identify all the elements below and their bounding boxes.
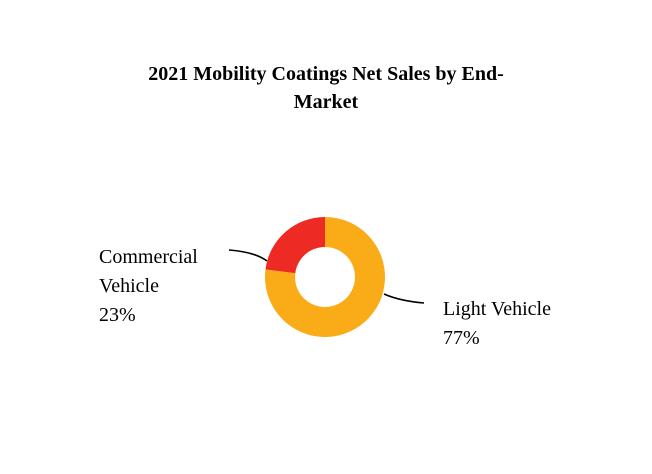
commercial-vehicle-label: Commercial Vehicle 23%	[99, 243, 198, 330]
commercial-vehicle-leader-line	[228, 249, 268, 262]
light-vehicle-value: 77%	[443, 327, 480, 349]
chart-title-line-1: 2021 Mobility Coatings Net Sales by End-	[148, 63, 504, 85]
chart-title-line-2: Market	[293, 91, 359, 113]
donut-slice-light-vehicle	[265, 217, 385, 337]
light-vehicle-leader-line	[383, 293, 425, 304]
light-vehicle-name: Light Vehicle	[443, 298, 551, 320]
commercial-vehicle-name-line-2: Vehicle	[99, 275, 159, 297]
chart-title: 2021 Mobility Coatings Net Sales by End-…	[120, 60, 532, 116]
light-vehicle-label: Light Vehicle 77%	[443, 295, 551, 353]
commercial-vehicle-value: 23%	[99, 304, 136, 326]
commercial-vehicle-name-line-1: Commercial	[99, 246, 198, 268]
donut-slice-commercial-vehicle	[265, 217, 325, 274]
